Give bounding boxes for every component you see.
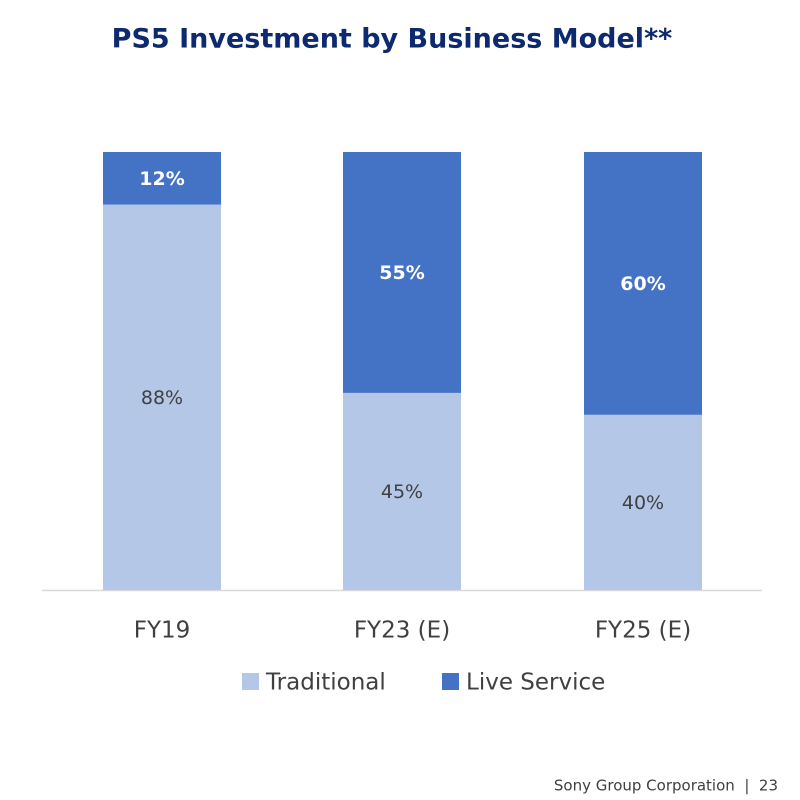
legend-swatch bbox=[242, 673, 259, 690]
x-tick-label: FY25 (E) bbox=[595, 618, 691, 644]
footer: Sony Group Corporation | 23 bbox=[554, 777, 778, 795]
legend-label: Live Service bbox=[466, 670, 605, 696]
x-tick-label: FY23 (E) bbox=[354, 618, 450, 644]
data-label: 40% bbox=[622, 492, 664, 514]
data-label: 12% bbox=[139, 168, 184, 190]
bar-segment bbox=[103, 152, 221, 205]
data-label: 45% bbox=[381, 481, 423, 503]
legend-label: Traditional bbox=[265, 670, 386, 696]
bar-segment bbox=[103, 204, 221, 590]
data-label: 60% bbox=[620, 273, 665, 295]
chart-title: PS5 Investment by Business Model** bbox=[112, 24, 673, 55]
data-label: 88% bbox=[141, 387, 183, 409]
x-tick-label: FY19 bbox=[134, 618, 191, 644]
legend-swatch bbox=[442, 673, 459, 690]
data-label: 55% bbox=[379, 262, 424, 284]
bar-segment bbox=[343, 392, 461, 590]
bar-segment bbox=[343, 152, 461, 393]
bar-segment bbox=[584, 152, 702, 415]
bar-segment bbox=[584, 414, 702, 590]
